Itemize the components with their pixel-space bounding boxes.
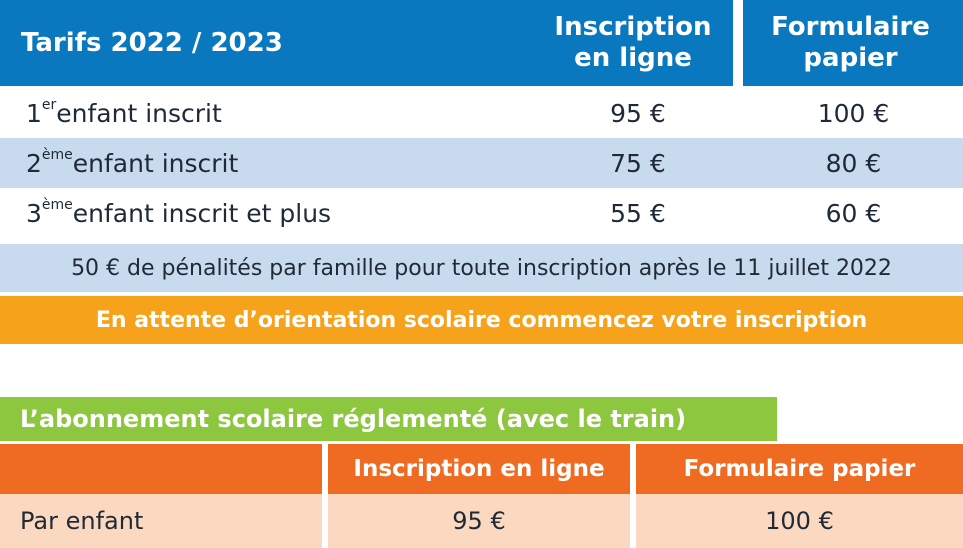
table-row	[0, 494, 963, 548]
column-header-paper: Formulaire papier	[683, 456, 916, 482]
row-ordinal-suffix: ème	[41, 147, 73, 163]
table-row	[0, 138, 963, 188]
row-label: 1 er enfant inscrit	[26, 88, 222, 138]
row-ordinal-suffix: er	[41, 97, 57, 113]
price-online: 95 €	[610, 98, 666, 128]
row-label-text: enfant inscrit et plus	[72, 198, 332, 228]
subscription-table-header	[0, 444, 963, 494]
column-header-online: Inscription en ligne	[554, 12, 712, 73]
price-paper: 80 €	[825, 148, 882, 178]
column-header-online: Inscription en ligne	[353, 456, 605, 482]
price-online: 75 €	[610, 148, 666, 178]
column-header-paper: Formulaire papier	[771, 12, 930, 73]
price-online: 95 €	[452, 507, 506, 535]
price-paper: 100 €	[817, 98, 890, 128]
row-number: 1	[26, 98, 42, 128]
price-paper: 100 €	[765, 507, 834, 535]
row-label-text: enfant inscrit	[56, 98, 222, 128]
penalty-notice: 50 € de pénalités par famille pour toute…	[0, 244, 963, 292]
row-label: 2 ème enfant inscrit	[26, 138, 238, 188]
price-paper: 60 €	[825, 198, 882, 228]
column-divider	[630, 444, 636, 548]
row-label-text: enfant inscrit	[72, 148, 239, 178]
column-divider	[733, 0, 743, 86]
column-divider	[322, 444, 328, 548]
subscription-table-title: L’abonnement scolaire réglementé (avec l…	[0, 397, 777, 441]
orientation-banner: En attente d’orientation scolaire commen…	[0, 296, 963, 344]
row-ordinal-suffix: ème	[41, 197, 73, 213]
tariff-table-header	[0, 0, 963, 86]
row-label: Par enfant	[20, 507, 144, 535]
price-online: 55 €	[610, 198, 666, 228]
tariff-table-title: Tarifs 2022 / 2023	[21, 28, 283, 58]
row-label: 3 ème enfant inscrit et plus	[26, 188, 331, 238]
row-number: 3	[26, 198, 42, 228]
row-number: 2	[26, 148, 42, 178]
